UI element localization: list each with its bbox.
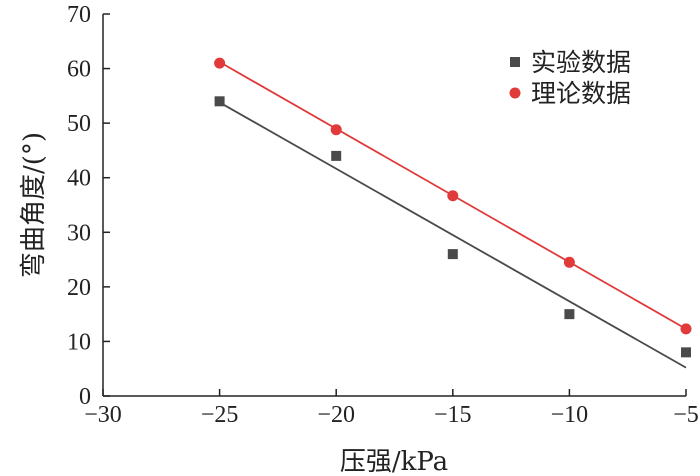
x-tick-label: −10 [551, 402, 589, 428]
point-square [214, 96, 225, 107]
point-square [331, 150, 342, 161]
x-tick-label: −15 [434, 402, 472, 428]
y-tick-label: 10 [67, 329, 91, 355]
y-tick-label: 30 [67, 220, 91, 246]
y-tick-label: 0 [79, 384, 91, 410]
x-tick-label: −20 [317, 402, 355, 428]
y-tick-label: 60 [67, 57, 91, 83]
legend-marker-circle [509, 87, 521, 99]
y-tick-label: 40 [67, 166, 91, 192]
point-circle [214, 57, 226, 69]
x-tick-label: −30 [84, 402, 122, 428]
tick-marks: 0 10 20 30 40 50 60 70 −30 −25 −20 −15 −10 −5 [67, 2, 699, 428]
x-tick-label: −25 [201, 402, 239, 428]
legend-marker-square [510, 57, 520, 67]
x-tick-label: −5 [673, 402, 699, 428]
data-points [214, 57, 692, 358]
point-square [564, 309, 575, 320]
y-tick-label: 50 [67, 111, 91, 137]
point-circle [563, 256, 575, 268]
axes [102, 14, 686, 397]
y-axis-title: 弯曲角度/(°) [19, 132, 49, 278]
point-circle [447, 190, 459, 202]
y-tick-label: 20 [67, 275, 91, 301]
point-circle [330, 124, 342, 136]
y-tick-label: 70 [67, 2, 91, 28]
fit-line-1 [219, 101, 687, 369]
x-axis-title: 压强/kPa [340, 447, 448, 476]
point-circle [680, 323, 692, 335]
point-square [447, 249, 458, 260]
legend-label: 理论数据 [531, 79, 631, 108]
point-square [681, 347, 691, 358]
legend-label: 实验数据 [531, 48, 631, 77]
